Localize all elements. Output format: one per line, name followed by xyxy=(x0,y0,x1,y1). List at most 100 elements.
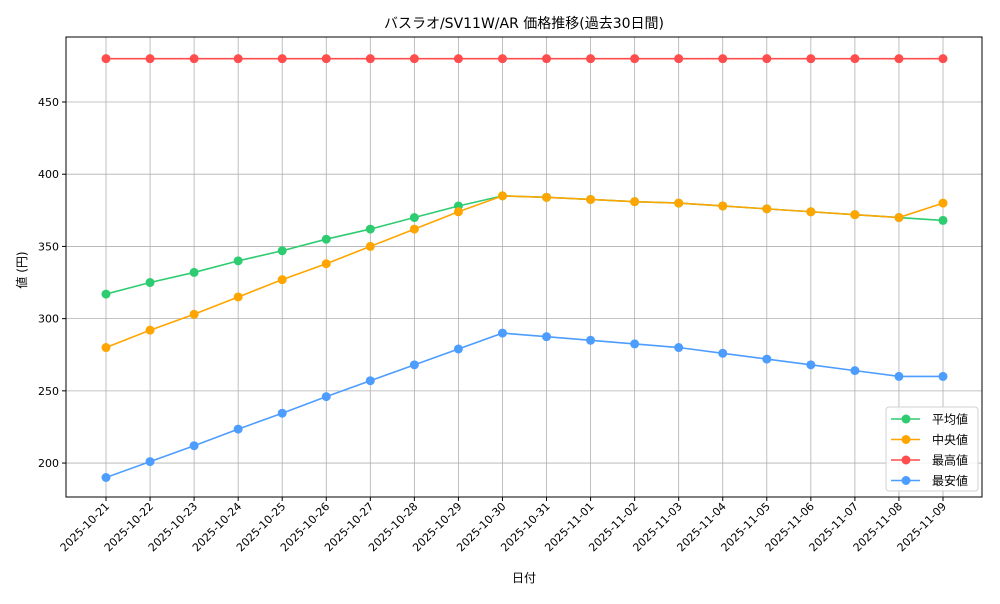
series-中央値 xyxy=(101,191,948,353)
data-point xyxy=(630,339,640,349)
series-group xyxy=(101,54,948,483)
series-最高値 xyxy=(101,54,948,64)
data-point xyxy=(277,408,287,418)
data-point xyxy=(321,392,331,402)
y-tick-label: 250 xyxy=(38,385,59,398)
legend-label: 中央値 xyxy=(932,432,968,447)
data-point xyxy=(409,213,419,223)
legend-label: 最高値 xyxy=(932,453,968,468)
legend-marker xyxy=(901,476,911,485)
y-tick-label: 350 xyxy=(38,240,59,253)
data-point xyxy=(101,54,111,64)
data-point xyxy=(321,54,331,64)
data-point xyxy=(145,54,155,64)
data-point xyxy=(938,215,948,225)
series-line xyxy=(105,195,944,295)
legend-marker xyxy=(901,435,911,444)
data-point xyxy=(938,371,948,381)
data-point xyxy=(630,197,640,207)
legend-marker xyxy=(901,455,911,465)
grid xyxy=(66,37,982,497)
data-point xyxy=(674,198,684,208)
data-point xyxy=(894,213,904,223)
x-axis-label: 日付 xyxy=(512,571,536,585)
data-point xyxy=(938,54,948,64)
data-point xyxy=(542,332,552,342)
data-point xyxy=(850,366,860,376)
data-point xyxy=(806,360,816,370)
data-point xyxy=(453,344,463,354)
data-point xyxy=(806,54,816,64)
data-point xyxy=(762,54,772,64)
data-point xyxy=(453,207,463,217)
data-point xyxy=(674,54,684,64)
data-point xyxy=(409,224,419,234)
y-axis: 200 250 300 350 400 450 xyxy=(38,96,66,470)
data-point xyxy=(365,54,375,64)
data-point xyxy=(277,54,287,64)
x-axis: 2025-10-212025-10-222025-10-232025-10-24… xyxy=(58,497,949,554)
data-point xyxy=(145,457,155,467)
series-line xyxy=(105,195,944,349)
data-point xyxy=(718,54,728,64)
data-point xyxy=(101,289,111,299)
data-point xyxy=(101,343,111,353)
series-最安値 xyxy=(101,328,948,483)
data-point xyxy=(850,210,860,220)
data-point xyxy=(277,275,287,285)
data-point xyxy=(409,360,419,370)
series-平均値 xyxy=(101,191,948,299)
data-point xyxy=(233,256,243,266)
data-point xyxy=(321,259,331,269)
data-point xyxy=(630,54,640,64)
data-point xyxy=(894,54,904,64)
data-point xyxy=(718,201,728,211)
data-point xyxy=(850,54,860,64)
data-point xyxy=(586,54,596,64)
data-point xyxy=(101,473,111,483)
data-point xyxy=(894,371,904,381)
data-point xyxy=(189,54,199,64)
y-tick-label: 450 xyxy=(38,96,59,109)
data-point xyxy=(586,194,596,204)
legend-box xyxy=(885,406,979,492)
legend-label: 最安値 xyxy=(932,473,968,488)
data-point xyxy=(762,354,772,364)
data-point xyxy=(145,278,155,288)
data-point xyxy=(497,328,507,338)
data-point xyxy=(277,246,287,256)
plot-frame xyxy=(65,36,983,498)
series-line xyxy=(105,332,943,479)
data-point xyxy=(233,54,243,64)
chart-title: バスラオ/SV11W/AR 価格推移(過去30日間) xyxy=(384,16,664,32)
data-point xyxy=(233,424,243,434)
data-point xyxy=(365,224,375,234)
data-point xyxy=(674,343,684,353)
y-axis-label: 値 (円) xyxy=(14,251,29,288)
data-point xyxy=(806,207,816,217)
data-point xyxy=(189,309,199,319)
data-point xyxy=(365,376,375,386)
data-point xyxy=(938,198,948,208)
legend-marker xyxy=(901,414,911,424)
data-point xyxy=(321,234,331,244)
data-point xyxy=(409,54,419,64)
data-point xyxy=(365,241,375,251)
data-point xyxy=(233,292,243,302)
data-point xyxy=(718,348,728,358)
y-tick-label: 200 xyxy=(38,457,59,470)
legend-label: 平均値 xyxy=(932,412,968,427)
data-point xyxy=(542,192,552,202)
y-tick-label: 400 xyxy=(38,168,59,181)
data-point xyxy=(586,335,596,345)
data-point xyxy=(542,54,552,64)
y-tick-label: 300 xyxy=(38,313,59,326)
data-point xyxy=(189,441,199,451)
data-point xyxy=(189,267,199,277)
data-point xyxy=(762,204,772,214)
data-point xyxy=(497,54,507,64)
data-point xyxy=(453,54,463,64)
data-point xyxy=(497,191,507,201)
